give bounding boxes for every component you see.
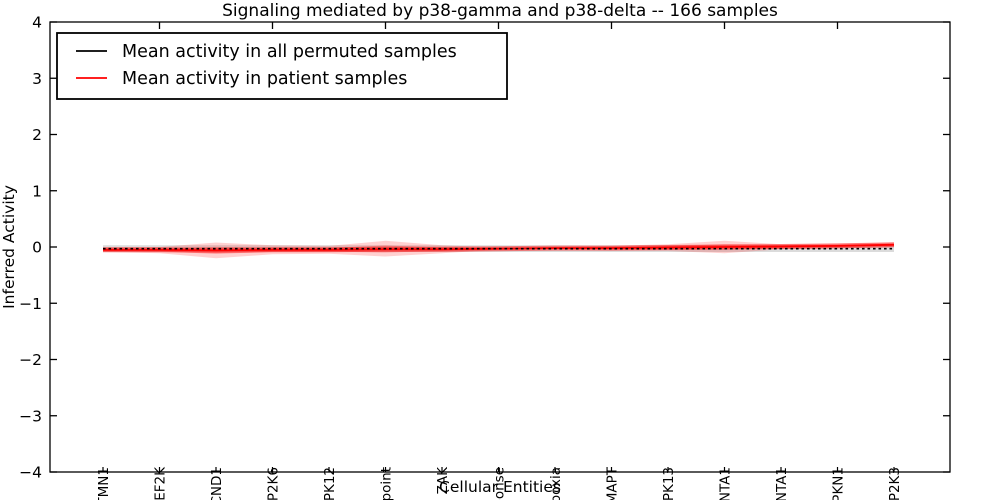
x-tick-label: CCND1 [209,467,225,500]
y-tick-label: 3 [32,70,42,88]
y-tick-label: 1 [32,182,42,200]
x-tick-label: PKN1 [831,467,847,500]
legend-box [56,32,508,100]
y-tick-label: −4 [19,464,42,482]
x-axis-label: Cellular Entities [439,478,561,496]
x-tick-label: G2/M transition checkpoint [379,467,395,500]
legend-entry: Mean activity in patient samples [76,69,407,89]
x-tick-label: MAPT [605,466,621,500]
x-tick-label: response to hypoxia [548,467,564,500]
y-axis-label: Inferred Activity [0,185,18,309]
legend-label: Mean activity in patient samples [122,69,407,89]
y-tick-label: −1 [19,295,42,313]
chart-title: Signaling mediated by p38-gamma and p38-… [222,1,778,21]
x-tick-label: MAP2K3 [887,467,903,500]
y-tick-label: −3 [19,407,42,425]
patient-mean-line [103,243,895,252]
x-tick-label: EEF2K [153,466,169,500]
legend-label: Mean activity in all permuted samples [122,42,457,62]
x-tick-label: MAP2K6 [266,467,282,500]
y-tick-label: 2 [32,126,42,144]
x-tick-label: ZAK [435,466,451,494]
y-tick-label: 0 [32,239,42,257]
legend: Mean activity in all permuted samples Mea… [56,32,508,100]
x-tick-label: SNTA1 [774,467,790,500]
y-tick-label: −2 [19,351,42,369]
x-tick-label: hyperosmotic response [492,467,508,500]
x-tick-label: STMN1 [96,467,112,500]
x-tick-label: p38 gamma/SNTA1 [718,467,734,500]
y-tick-label: 4 [32,14,42,32]
x-tick-label: MAPK13 [661,467,677,500]
x-tick-label: MAPK12 [322,467,338,500]
legend-entry: Mean activity in all permuted samples [76,42,457,62]
